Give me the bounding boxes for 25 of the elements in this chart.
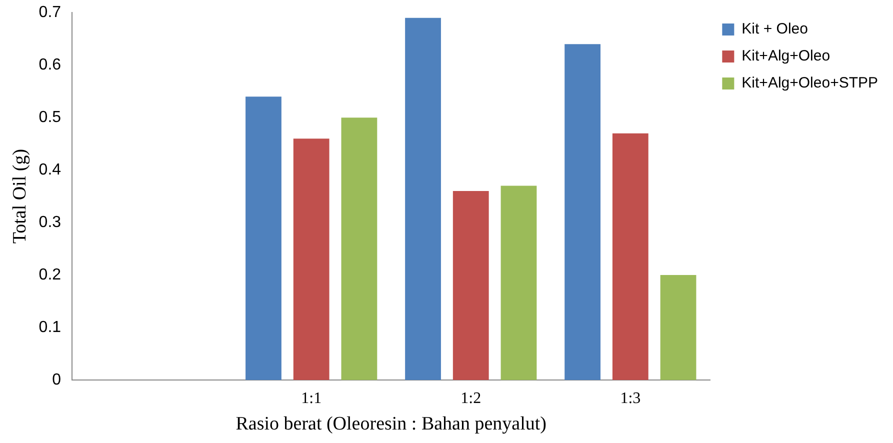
bar [660,275,696,380]
legend-label: Kit+Alg+Oleo+STPP [742,74,878,92]
y-tick-label: 0.6 [38,56,62,74]
x-tick-label: 1:2 [460,390,482,407]
bar [452,191,489,380]
y-tick-label: 0.3 [38,214,62,231]
bar [405,18,441,380]
x-tick-label: 1:3 [620,390,641,407]
bar [612,133,648,380]
legend-label: Kit+Alg+Oleo [742,48,830,65]
bar [500,186,537,380]
bar [564,44,600,380]
y-tick-label: 0.4 [38,161,62,178]
y-tick-label: 0 [52,371,62,388]
legend-label: Kit + Oleo [742,20,808,38]
y-tick-label: 0.7 [38,4,62,22]
bar [246,96,282,380]
x-axis-title: Rasio berat (Oleoresin : Bahan penyalut) [236,414,546,435]
bar [341,118,378,380]
y-tick-label: 0.1 [38,318,62,336]
x-tick-label: 1:1 [301,390,322,407]
y-tick-label: 0.5 [38,108,62,126]
y-axis-title: Total Oil (g) [9,148,30,244]
bar [293,138,330,380]
y-tick-label: 0.2 [38,266,62,284]
